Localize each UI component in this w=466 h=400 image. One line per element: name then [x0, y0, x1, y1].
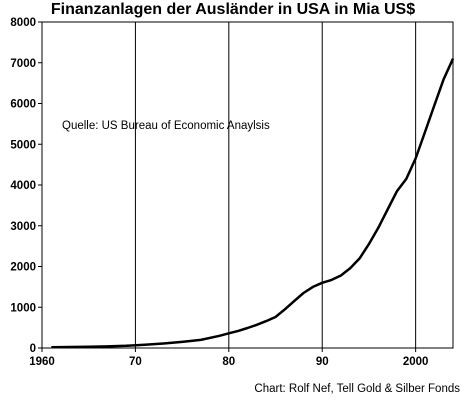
x-tick-label: 80 — [222, 356, 235, 368]
y-tick-label: 8000 — [10, 17, 36, 29]
y-tick-label: 1000 — [10, 302, 36, 314]
y-tick-label: 6000 — [10, 99, 36, 111]
chart-title: Finanzanlagen der Ausländer in USA in Mi… — [50, 1, 416, 18]
x-tick-label: 70 — [129, 356, 142, 368]
y-tick-label: 7000 — [10, 58, 36, 70]
chart-credit: Chart: Rolf Nef, Tell Gold & Silber Fond… — [254, 383, 460, 395]
y-tick-label: 5000 — [10, 139, 36, 151]
y-tick-label: 2000 — [10, 262, 36, 274]
x-tick-label: 90 — [316, 356, 329, 368]
y-tick-label: 3000 — [10, 221, 36, 233]
y-tick-label: 0 — [30, 343, 36, 355]
series-line — [51, 58, 455, 349]
x-tick-label: 1960 — [29, 356, 55, 368]
x-tick-label: 2000 — [403, 356, 429, 368]
plot-frame — [41, 21, 454, 349]
y-tick-label: 4000 — [10, 180, 36, 192]
source-annotation: Quelle: US Bureau of Economic Anaylsis — [62, 120, 270, 132]
